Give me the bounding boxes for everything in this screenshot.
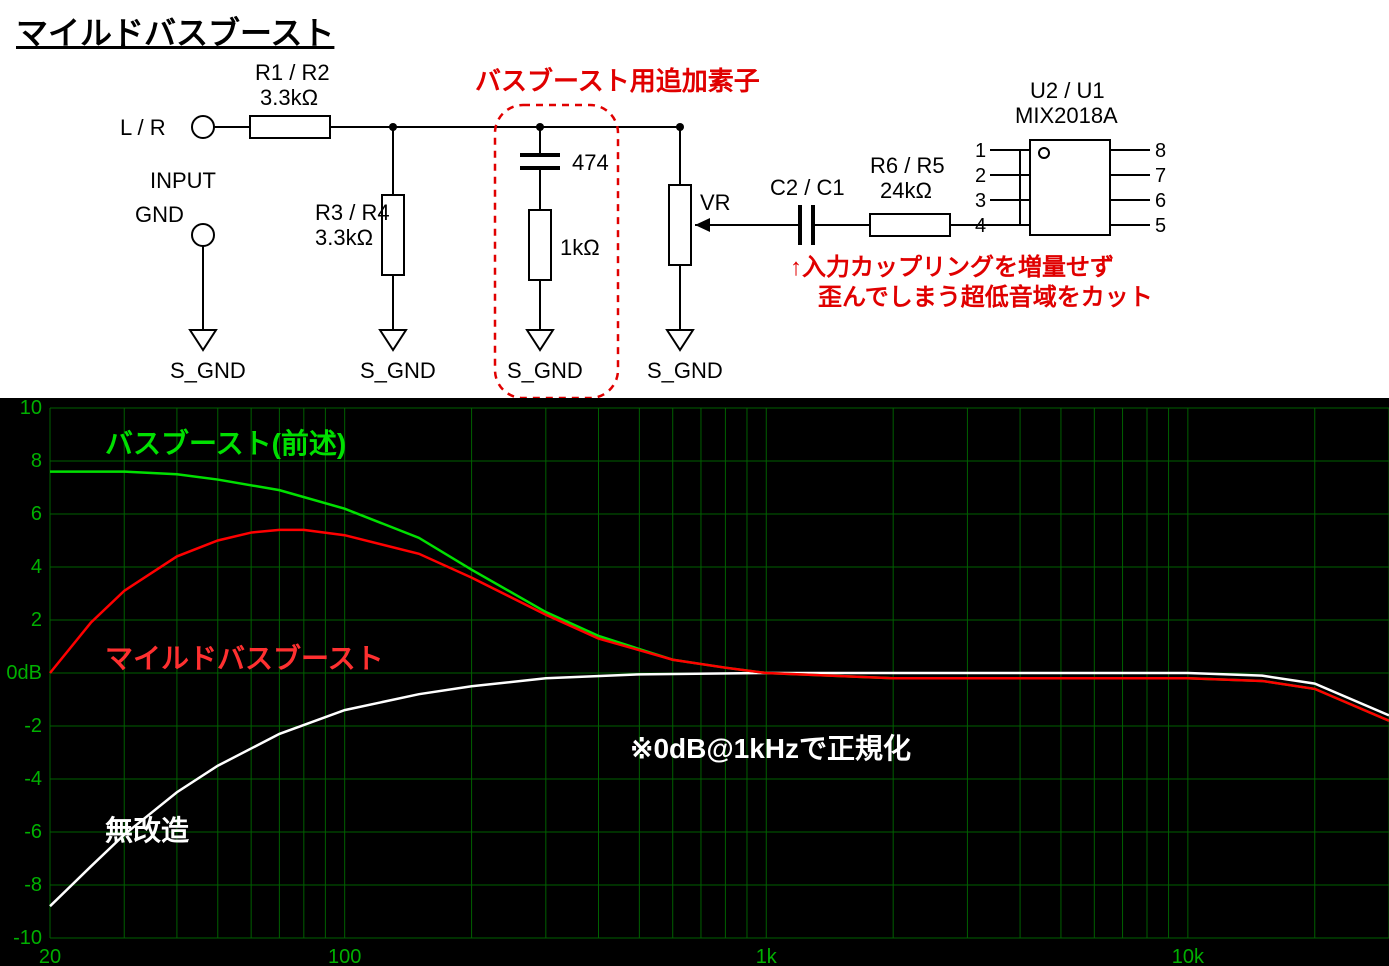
svg-text:6: 6 bbox=[31, 503, 42, 525]
svg-text:1k: 1k bbox=[756, 946, 778, 966]
label-cap: 474 bbox=[572, 150, 609, 175]
svg-text:-8: -8 bbox=[24, 874, 42, 896]
svg-text:S_GND: S_GND bbox=[507, 358, 583, 383]
sgnd-arrow-3: S_GND bbox=[507, 330, 583, 383]
label-stock: 無改造 bbox=[105, 815, 189, 846]
label-vr: VR bbox=[700, 190, 731, 215]
label-c2: C2 / C1 bbox=[770, 175, 845, 200]
page-title: マイルドバスブースト bbox=[16, 8, 334, 54]
svg-text:S_GND: S_GND bbox=[170, 358, 246, 383]
label-lr: L / R bbox=[120, 115, 166, 140]
svg-text:2: 2 bbox=[31, 609, 42, 631]
svg-text:4: 4 bbox=[975, 215, 986, 237]
svg-text:-10: -10 bbox=[13, 927, 42, 949]
label-r1-val: 3.3kΩ bbox=[260, 85, 318, 110]
svg-text:8: 8 bbox=[31, 450, 42, 472]
svg-text:-4: -4 bbox=[24, 768, 42, 790]
label-r3-ref: R3 / R4 bbox=[315, 200, 390, 225]
svg-text:10k: 10k bbox=[1172, 946, 1205, 966]
label-ic-ref: U2 / U1 bbox=[1030, 78, 1105, 103]
sgnd-arrow-4: S_GND bbox=[647, 330, 723, 383]
sgnd-arrow-1: S_GND bbox=[170, 330, 246, 383]
label-ic-val: MIX2018A bbox=[1015, 103, 1118, 128]
svg-text:10: 10 bbox=[20, 398, 42, 419]
svg-text:8: 8 bbox=[1155, 140, 1166, 162]
svg-text:7: 7 bbox=[1155, 165, 1166, 187]
label-rboost: 1kΩ bbox=[560, 235, 600, 260]
note-2: 歪んでしまう超低音域をカット bbox=[818, 283, 1153, 311]
svg-text:20: 20 bbox=[39, 946, 61, 966]
label-input: INPUT bbox=[150, 168, 216, 193]
label-r6-val: 24kΩ bbox=[880, 178, 932, 203]
svg-text:0dB: 0dB bbox=[6, 662, 42, 684]
schematic-diagram: L / R INPUT R1 / R2 3.3kΩ R3 / R4 3.3kΩ … bbox=[0, 50, 1389, 398]
label-bassboost: バスブースト(前述) bbox=[105, 427, 346, 459]
svg-text:6: 6 bbox=[1155, 190, 1166, 212]
sgnd-arrow-2: S_GND bbox=[360, 330, 436, 383]
svg-text:100: 100 bbox=[328, 946, 361, 966]
frequency-response-graph: -10 -8 -6 -4 -2 0dB 2 4 6 8 10 20 100 1k 10k バスブースト(前… bbox=[0, 398, 1389, 966]
label-r1-ref: R1 / R2 bbox=[255, 60, 330, 85]
note-1: ↑入力カップリングを増量せず bbox=[790, 253, 1114, 281]
label-r6-ref: R6 / R5 bbox=[870, 153, 945, 178]
boost-title: バスブースト用追加素子 bbox=[475, 66, 760, 96]
svg-text:1: 1 bbox=[975, 140, 986, 162]
svg-text:3: 3 bbox=[975, 190, 986, 212]
svg-text:4: 4 bbox=[31, 556, 42, 578]
label-mild: マイルドバスブースト bbox=[105, 642, 384, 674]
label-r3-val: 3.3kΩ bbox=[315, 225, 373, 250]
svg-text:S_GND: S_GND bbox=[647, 358, 723, 383]
svg-text:5: 5 bbox=[1155, 215, 1166, 237]
svg-text:-2: -2 bbox=[24, 715, 42, 737]
svg-text:2: 2 bbox=[975, 165, 986, 187]
label-gnd: GND bbox=[135, 202, 184, 227]
svg-text:S_GND: S_GND bbox=[360, 358, 436, 383]
graph-annotation: ※0dB@1kHzで正規化 bbox=[630, 733, 911, 764]
svg-text:-6: -6 bbox=[24, 821, 42, 843]
